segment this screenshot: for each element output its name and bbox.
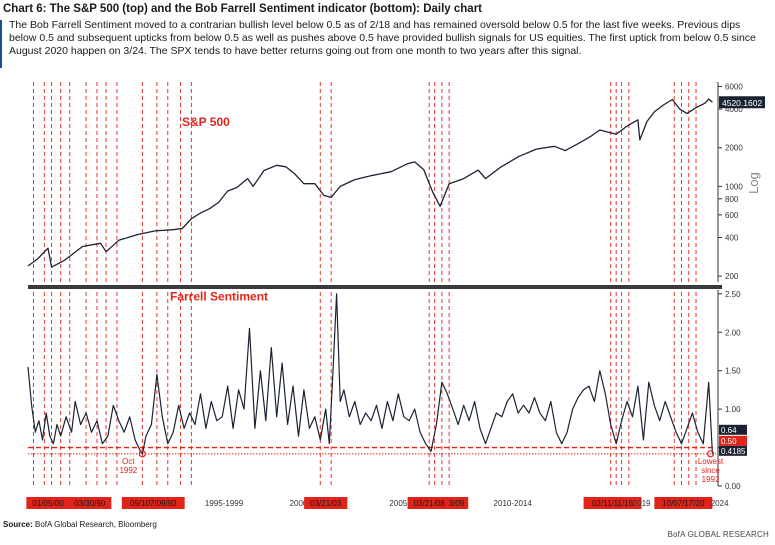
x-label-box (407, 497, 451, 509)
x-label-box (26, 497, 70, 509)
top-y-tick-label: 6000 (725, 82, 743, 91)
farrell-panel: 0.00 1.00 1.50 2.00 2.50 Farrell Sentiment 0.6… (27, 290, 747, 491)
x-axis-label: 02/11/11/16 (592, 499, 634, 508)
sp500-last-value-label: 4520.1602 (722, 98, 762, 108)
sp500-last-value-box (719, 96, 765, 109)
farrell-value-box (719, 445, 747, 456)
x-axis-label: 03/21/03 (310, 499, 342, 508)
x-axis-label: 2010-2014 (494, 499, 533, 508)
chart-header: Chart 6: The S&P 500 (top) and the Bob F… (0, 0, 775, 80)
x-axis-label: 2000 (290, 499, 308, 508)
farrell-line (27, 293, 713, 455)
x-axis-label: 01/05/00 (32, 499, 64, 508)
x-axis-label: 2019 (633, 499, 651, 508)
annotation-text: Oct (122, 457, 135, 466)
accent-bar (0, 20, 2, 68)
chart-description: The Bob Farrell Sentiment moved to a con… (9, 19, 756, 57)
x-axis: 01/05/00 03/30/90 09/107/09/93 1995-1999 200… (26, 497, 729, 509)
bottom-y-tick-label: 1.00 (725, 405, 741, 414)
farrell-title: Farrell Sentiment (170, 290, 268, 304)
credit-text: BofA GLOBAL RESEARCH (667, 530, 769, 539)
x-label-box (121, 497, 185, 509)
source-text: BofA Global Research, Bloomberg (32, 520, 157, 529)
x-axis-label: 1995-1999 (205, 499, 244, 508)
annotation-text: since (701, 466, 720, 475)
farrell-value-label: 0.50 (721, 437, 737, 446)
x-axis-label: 10/07/17/20 (662, 499, 705, 508)
annotation-text: 1992 (119, 466, 137, 475)
x-label-box (444, 497, 469, 509)
x-axis-label: 2005 (389, 499, 407, 508)
top-y-tick-label: 600 (725, 211, 739, 220)
x-axis-label: 09/107/09/93 (130, 499, 177, 508)
sp500-line (27, 98, 713, 268)
top-y-tick-label: 800 (725, 195, 739, 204)
x-axis-label: 03/21/08 (414, 499, 446, 508)
x-axis-label: 2024 (711, 499, 729, 508)
x-label-box (583, 497, 642, 509)
x-axis-label: 03/30/90 (74, 499, 106, 508)
sp500-title: S&P 500 (182, 115, 230, 129)
source-label: Source: (3, 520, 33, 529)
top-y-tick-label: 200 (725, 272, 739, 281)
top-y-tick-label: 1000 (725, 182, 743, 191)
panel-divider (28, 285, 722, 289)
annotation-marker (138, 450, 146, 458)
x-label-box (654, 497, 713, 509)
bottom-y-tick-label: 2.50 (725, 290, 741, 299)
top-y-axis-label: Log (746, 172, 761, 194)
annotation-text: 1992 (702, 475, 720, 484)
top-y-tick-label: 400 (725, 233, 739, 242)
farrell-value-box (719, 424, 747, 435)
top-y-tick-label: 4000 (725, 105, 743, 114)
x-label-box (68, 497, 112, 509)
annotation-text: Lowest (698, 457, 724, 466)
top-y-tick-label: 2000 (725, 144, 743, 153)
farrell-value-box (719, 435, 747, 446)
bottom-y-tick-label: 2.00 (725, 328, 741, 337)
x-label-box (304, 497, 348, 509)
bottom-y-tick-label: 0.00 (725, 482, 741, 491)
farrell-value-label: 0.4185 (721, 447, 746, 456)
x-axis-label: 3/09 (449, 499, 465, 508)
source-note: Source: BofA Global Research, Bloomberg (3, 520, 157, 529)
bottom-y-tick-label: 1.50 (725, 367, 741, 376)
annotation-marker (706, 450, 715, 458)
sp500-panel: 200 400 600 800 1000 2000 4000 6000 Log S&P 500 45… (27, 82, 765, 282)
chart-title: Chart 6: The S&P 500 (top) and the Bob F… (3, 3, 483, 15)
chart-canvas: 200 400 600 800 1000 2000 4000 6000 Log S&P 500 45… (26, 82, 765, 509)
farrell-value-label: 0.64 (721, 426, 737, 435)
